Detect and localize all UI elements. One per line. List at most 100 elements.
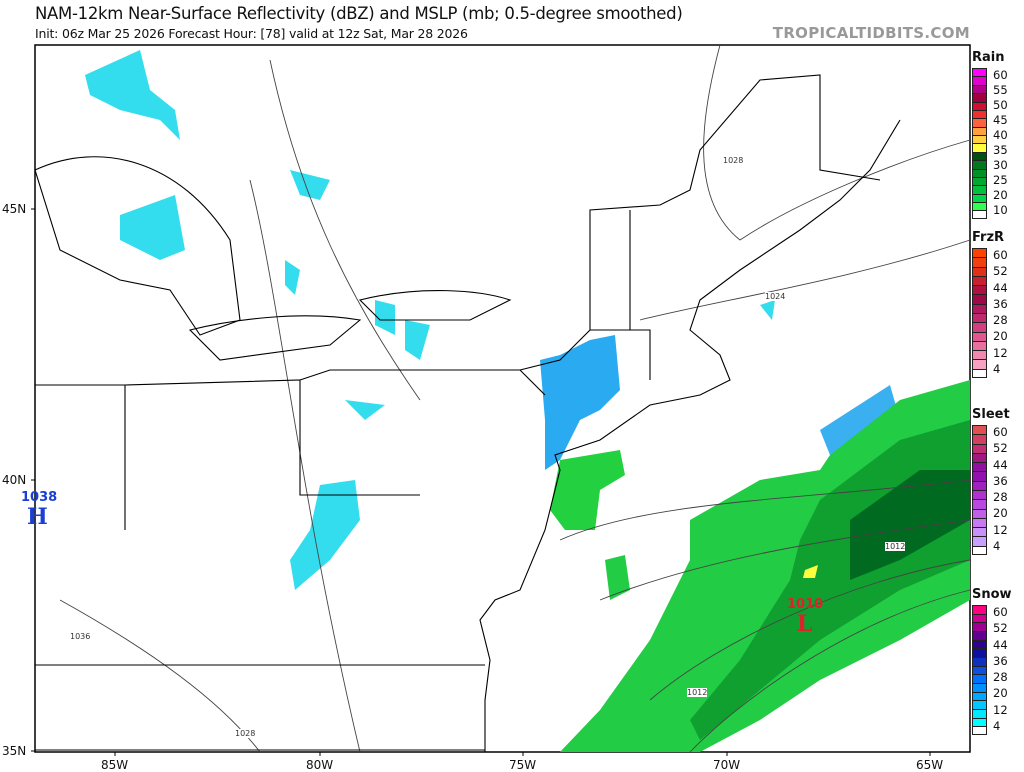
legend-label: 55 bbox=[993, 82, 1008, 97]
isobar-label: 1024 bbox=[765, 292, 786, 301]
site-credit: TROPICALTIDBITS.COM bbox=[772, 24, 970, 42]
legend-swatch bbox=[972, 517, 987, 528]
legend-swatch bbox=[972, 350, 987, 360]
isobars bbox=[59, 44, 971, 753]
legend-swatch bbox=[972, 185, 987, 194]
map-subtitle: Init: 06z Mar 25 2026 Forecast Hour: [78… bbox=[35, 26, 468, 41]
isobar-label: 1012 bbox=[885, 542, 906, 551]
legend-title: Rain bbox=[972, 50, 1005, 65]
legend-label: 52 bbox=[993, 441, 1008, 456]
isobar-label: 1012 bbox=[687, 688, 708, 697]
legend-label: 44 bbox=[993, 457, 1008, 472]
legend-swatch bbox=[972, 168, 987, 177]
legend-title: Sleet bbox=[972, 407, 1010, 422]
high-pressure-marker: H bbox=[27, 504, 48, 530]
legend-label: 4 bbox=[993, 718, 1001, 733]
low-pressure-marker: L bbox=[797, 611, 813, 637]
legend-swatch bbox=[972, 151, 987, 161]
lat-label: 45N bbox=[2, 202, 27, 216]
legend-label: 12 bbox=[993, 345, 1008, 360]
legend-label: 35 bbox=[993, 143, 1008, 158]
low-pressure-value: 1010 bbox=[787, 597, 824, 612]
lon-label: 70W bbox=[713, 758, 741, 772]
legend-swatch bbox=[972, 622, 987, 631]
legend-swatch bbox=[972, 210, 987, 219]
legend-label: 52 bbox=[993, 264, 1008, 279]
legend-swatch bbox=[972, 322, 987, 332]
legend-label: 36 bbox=[993, 296, 1008, 311]
isobar-label: 1036 bbox=[70, 632, 91, 641]
legend-swatch bbox=[972, 648, 987, 657]
legend-swatch bbox=[972, 545, 987, 555]
legend-swatch bbox=[972, 312, 987, 323]
legend-swatch bbox=[972, 674, 987, 683]
lon-label: 75W bbox=[509, 758, 537, 772]
legend-swatch bbox=[972, 331, 987, 341]
legend-swatch bbox=[972, 109, 987, 119]
legend-label: 44 bbox=[993, 637, 1008, 652]
legend-label: 60 bbox=[993, 425, 1008, 440]
legend-swatch bbox=[972, 508, 987, 518]
legend-swatch bbox=[972, 708, 987, 718]
legend-swatch bbox=[972, 294, 987, 304]
precipitation-rain bbox=[550, 380, 970, 752]
legend-label: 20 bbox=[993, 188, 1008, 203]
legend-label: 28 bbox=[993, 670, 1008, 685]
legend-swatch bbox=[972, 193, 987, 202]
lon-label: 65W bbox=[916, 758, 944, 772]
legend-label: 28 bbox=[993, 313, 1008, 328]
legend-swatch bbox=[972, 176, 987, 186]
legend-label: 60 bbox=[993, 605, 1008, 620]
legend-label: 12 bbox=[993, 702, 1008, 717]
legend-swatch bbox=[972, 135, 987, 144]
legend-swatch bbox=[972, 84, 987, 94]
legend-swatch bbox=[972, 434, 987, 444]
legend-label: 4 bbox=[993, 361, 1001, 376]
legend-swatch bbox=[972, 452, 987, 463]
legend-swatch bbox=[972, 76, 987, 85]
legend-swatch bbox=[972, 143, 987, 152]
legend-swatch bbox=[972, 656, 987, 666]
legend-swatch bbox=[972, 726, 987, 735]
legend-swatch bbox=[972, 480, 987, 490]
legend-swatch bbox=[972, 639, 987, 649]
legend-swatch bbox=[972, 613, 987, 623]
lon-label: 85W bbox=[101, 758, 129, 772]
legend-label: 25 bbox=[993, 173, 1008, 188]
legend-swatch bbox=[972, 160, 987, 169]
lon-label: 80W bbox=[306, 758, 334, 772]
legend-swatch bbox=[972, 691, 987, 701]
legend-swatch bbox=[972, 368, 987, 378]
legend-swatch bbox=[972, 700, 987, 709]
legend-swatch bbox=[972, 536, 987, 546]
legend-swatch bbox=[972, 303, 987, 313]
legend-frzr: FrzR 60 52 44 36 28 20 12 4 bbox=[972, 230, 1024, 378]
legend-swatch bbox=[972, 499, 987, 509]
legend-swatch bbox=[972, 462, 987, 472]
legend-label: 36 bbox=[993, 473, 1008, 488]
legend-swatch bbox=[972, 285, 987, 295]
legend-swatch bbox=[972, 359, 987, 369]
legend-swatch bbox=[972, 93, 987, 102]
legend-title: FrzR bbox=[972, 230, 1005, 245]
legend-label: 36 bbox=[993, 653, 1008, 668]
legend-label: 10 bbox=[993, 203, 1008, 218]
isobar-label: 1028 bbox=[723, 156, 744, 165]
legend-swatch bbox=[972, 68, 987, 77]
legend-label: 52 bbox=[993, 621, 1008, 636]
legend-label: 20 bbox=[993, 506, 1008, 521]
legend-title: Snow bbox=[972, 587, 1012, 602]
legend-swatch bbox=[972, 443, 987, 453]
coastline-and-borders bbox=[34, 74, 901, 752]
legend-label: 28 bbox=[993, 490, 1008, 505]
legend-label: 12 bbox=[993, 522, 1008, 537]
legend-swatch bbox=[972, 630, 987, 640]
legend-swatch bbox=[972, 202, 987, 211]
legend-swatch bbox=[972, 527, 987, 537]
legend-swatch bbox=[972, 605, 987, 614]
legend-swatch bbox=[972, 717, 987, 727]
legend-label: 40 bbox=[993, 127, 1008, 142]
legend-swatch bbox=[972, 682, 987, 692]
legend-snow: Snow 60 52 44 36 28 20 12 4 bbox=[972, 587, 1024, 735]
